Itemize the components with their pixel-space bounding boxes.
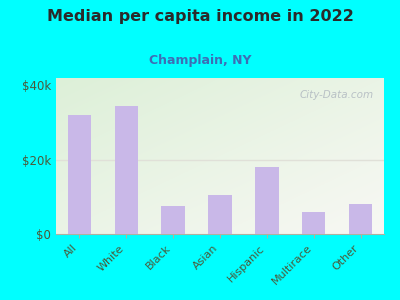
Text: Median per capita income in 2022: Median per capita income in 2022: [46, 9, 354, 24]
Bar: [68, 115, 91, 234]
Bar: [114, 106, 138, 234]
Bar: [349, 204, 372, 234]
Bar: [208, 195, 232, 234]
Bar: [162, 206, 185, 234]
Bar: [255, 167, 278, 234]
Bar: [302, 212, 326, 234]
Text: Champlain, NY: Champlain, NY: [149, 54, 251, 67]
Text: City-Data.com: City-Data.com: [300, 91, 374, 100]
